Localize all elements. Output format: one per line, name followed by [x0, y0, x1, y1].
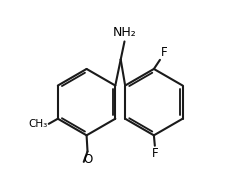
Text: O: O	[83, 153, 92, 166]
Text: F: F	[161, 46, 168, 59]
Text: CH₃: CH₃	[29, 119, 48, 129]
Text: F: F	[152, 147, 158, 160]
Text: NH₂: NH₂	[113, 26, 136, 39]
